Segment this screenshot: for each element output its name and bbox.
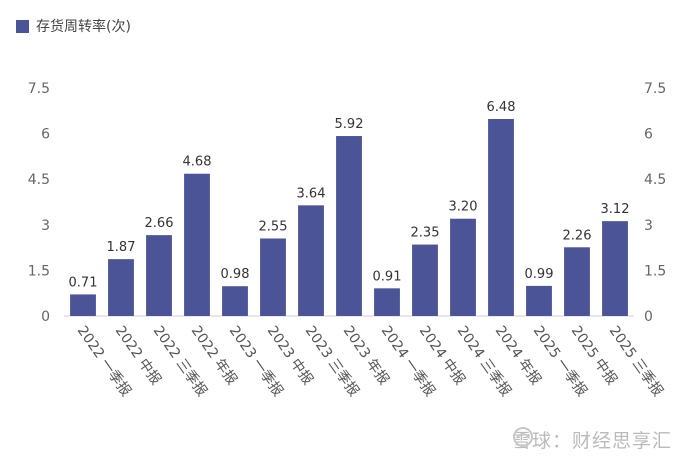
data-label: 0.98	[221, 267, 250, 282]
bar	[184, 173, 210, 316]
y-tick-label: 1.5	[28, 263, 50, 279]
bar	[564, 247, 590, 316]
data-label: 3.64	[297, 186, 326, 201]
data-label: 6.48	[487, 100, 516, 115]
snowball-logo-icon	[512, 427, 533, 447]
bar	[526, 285, 552, 316]
watermark-text: 雪球：财经思享汇	[511, 430, 672, 452]
y2-tick-label: 0	[644, 309, 653, 325]
bar	[298, 205, 324, 316]
data-label: 1.87	[107, 240, 136, 255]
y-tick-label: 0	[41, 309, 50, 325]
bar	[488, 119, 514, 317]
y2-tick-label: 6	[644, 127, 653, 143]
bar	[412, 244, 438, 316]
y2-tick-label: 7.5	[644, 81, 666, 97]
legend-label: 存货周转率(次)	[36, 19, 131, 35]
data-label: 2.35	[411, 226, 440, 241]
y2-tick-label: 4.5	[644, 172, 666, 188]
bar	[374, 288, 400, 316]
data-label: 0.99	[525, 267, 554, 282]
data-label: 2.55	[259, 219, 288, 234]
data-label: 2.66	[145, 216, 174, 231]
bar	[336, 136, 362, 316]
watermark: 雪球：财经思享汇	[512, 426, 672, 453]
data-label: 0.91	[373, 269, 402, 284]
bar	[70, 294, 96, 316]
bar	[450, 218, 476, 316]
data-label: 4.68	[183, 155, 212, 170]
y2-tick-label: 1.5	[644, 263, 666, 279]
legend-swatch	[16, 19, 29, 33]
data-label: 2.26	[563, 228, 592, 243]
y-tick-label: 3	[41, 218, 50, 234]
legend[interactable]: 存货周转率(次)	[16, 16, 131, 36]
bar	[146, 235, 172, 316]
bar	[260, 238, 286, 316]
bar	[222, 286, 248, 316]
y2-tick-label: 3	[644, 218, 653, 234]
data-label: 5.92	[335, 117, 364, 132]
data-label: 3.12	[601, 202, 630, 217]
bar	[108, 259, 134, 316]
bar	[602, 221, 628, 316]
data-label: 0.71	[69, 275, 98, 290]
x-tick-label: 2025 三季报	[606, 323, 666, 399]
data-label: 3.20	[449, 200, 478, 215]
y-tick-label: 6	[41, 127, 50, 143]
y-tick-label: 4.5	[28, 172, 50, 188]
y-tick-label: 7.5	[28, 81, 50, 97]
